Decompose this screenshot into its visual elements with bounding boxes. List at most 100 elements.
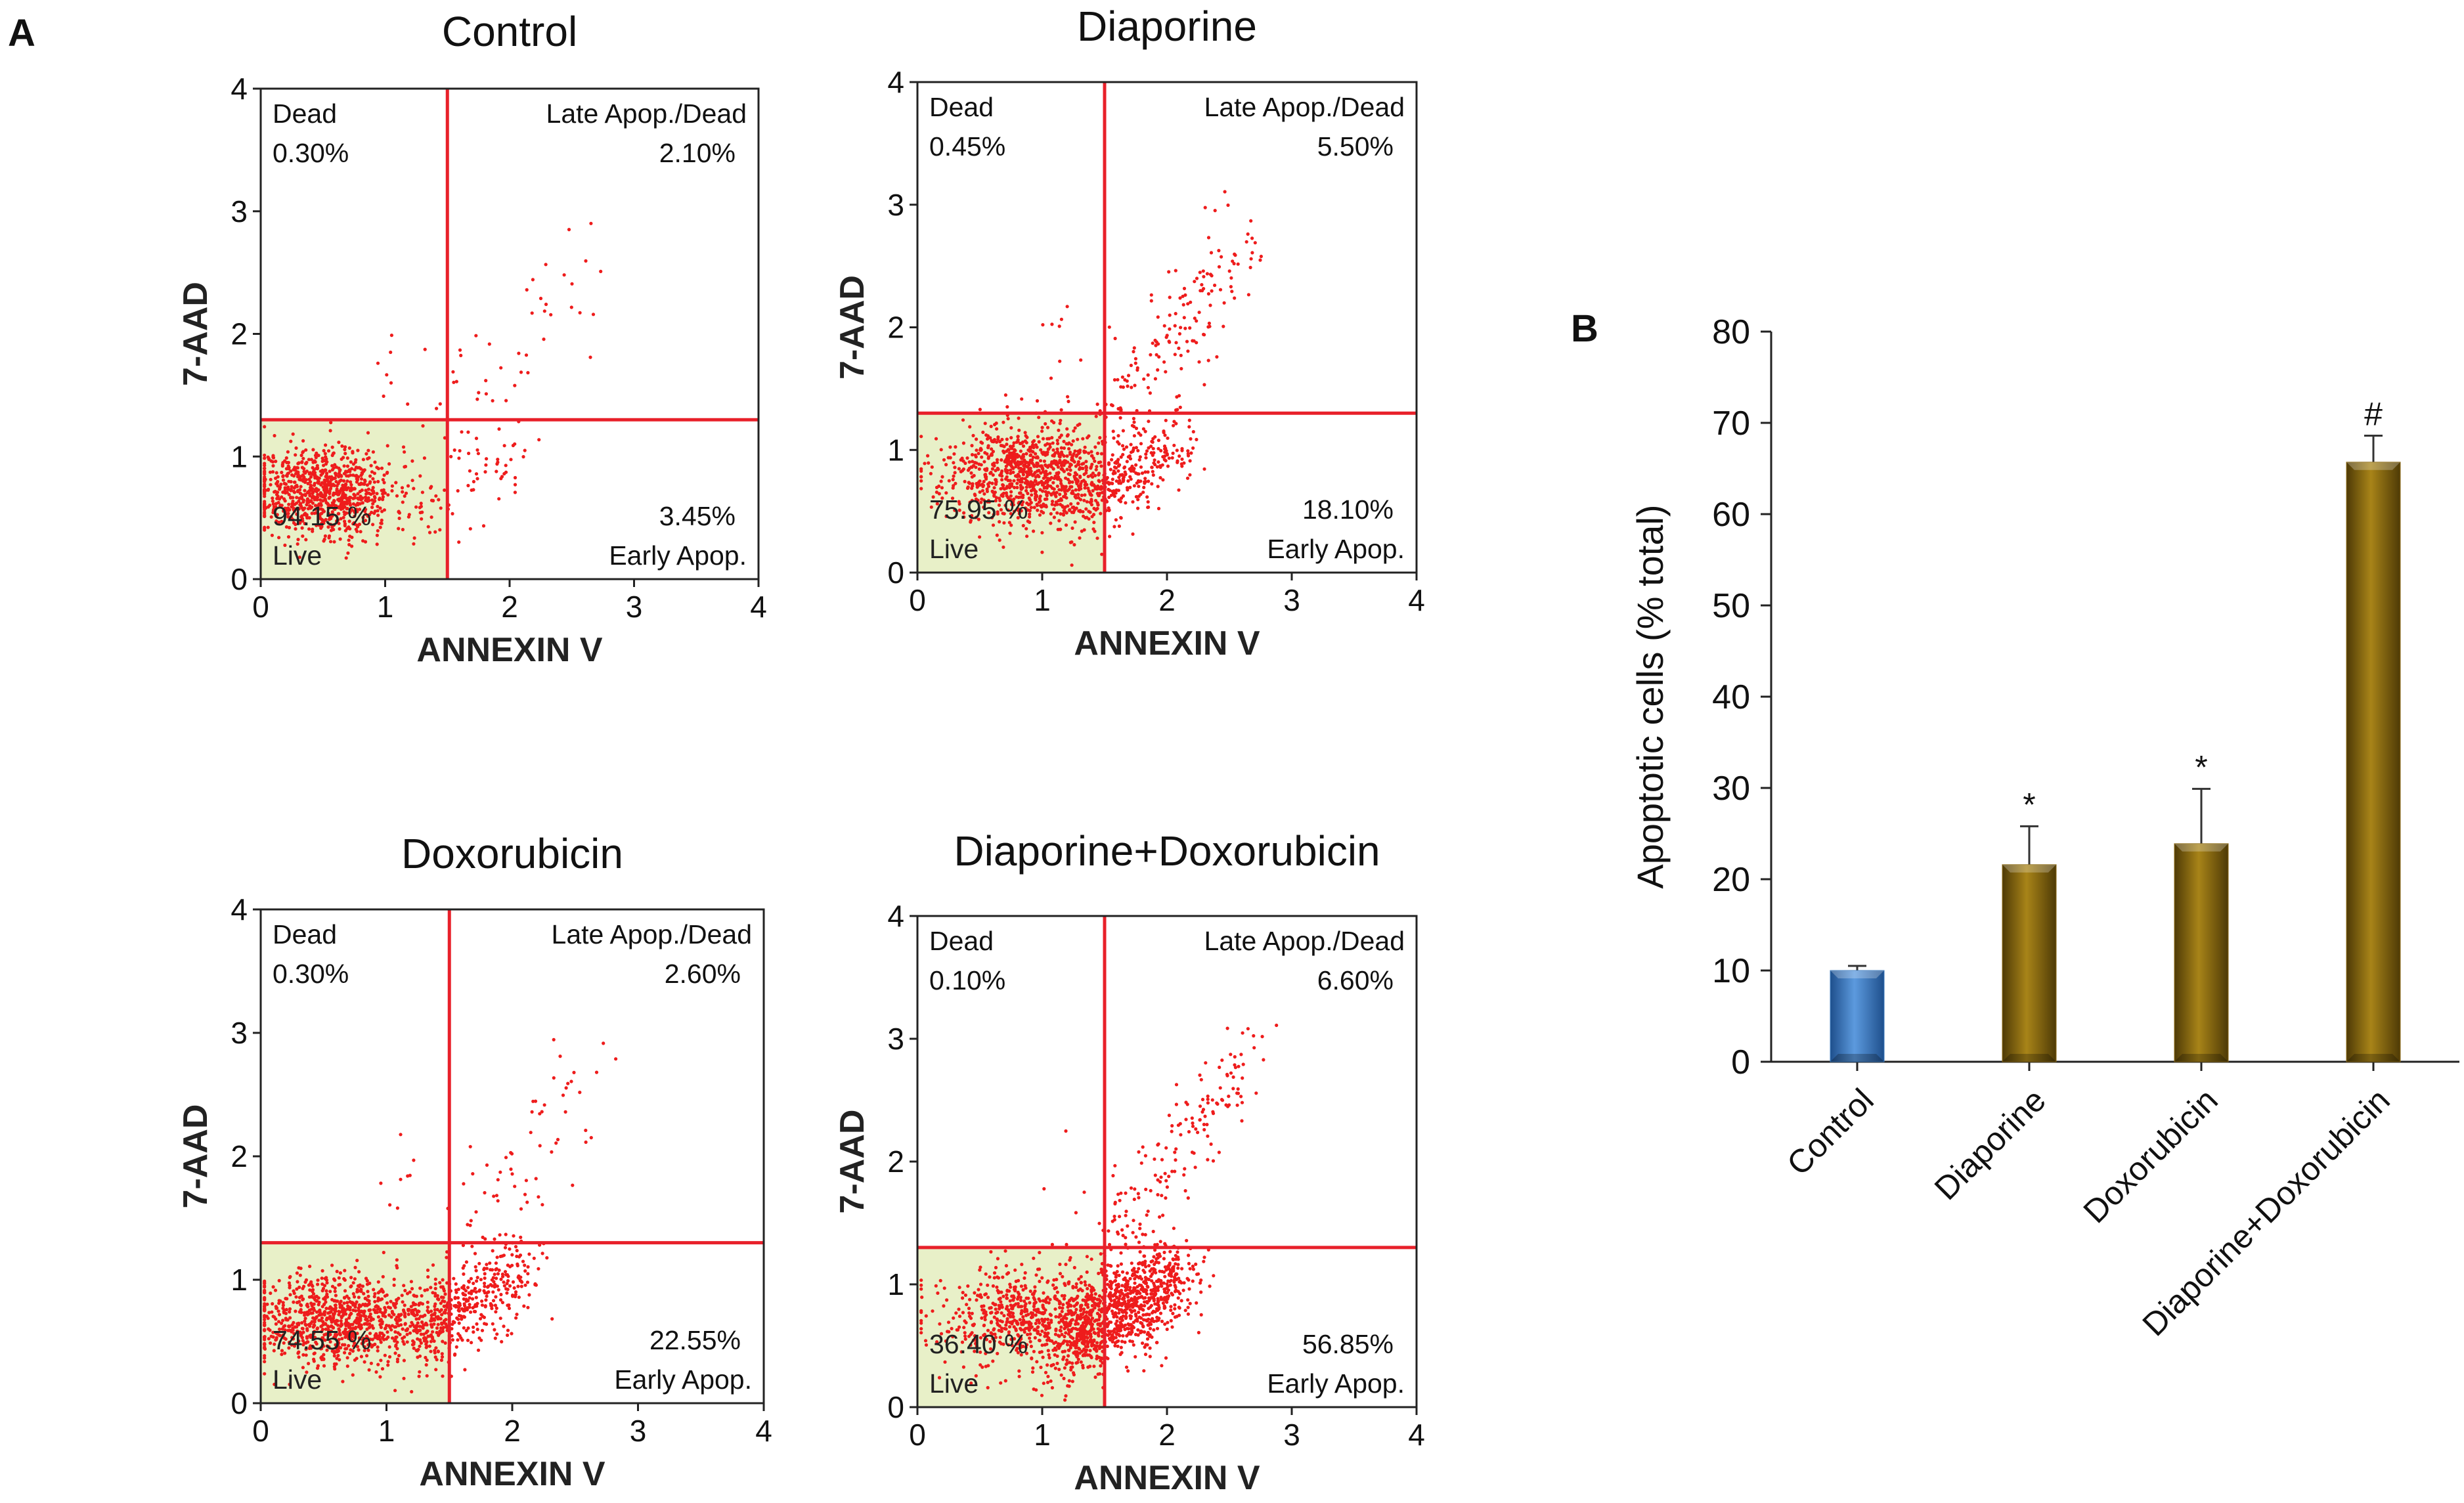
scatter-point xyxy=(419,502,423,506)
scatter-point xyxy=(1155,353,1158,357)
scatter-point xyxy=(502,444,506,448)
scatter-point xyxy=(1111,1340,1114,1343)
scatter-point xyxy=(1024,1302,1028,1306)
scatter-point xyxy=(275,1336,278,1340)
scatter-point xyxy=(340,444,344,448)
scatter-point xyxy=(1016,1301,1020,1305)
scatter-point xyxy=(986,500,990,504)
scatter-point xyxy=(1202,467,1206,471)
scatter-point xyxy=(1032,1296,1036,1300)
scatter-point xyxy=(993,423,997,427)
scatter-point xyxy=(1168,340,1172,344)
scatter-point xyxy=(974,497,979,501)
scatter-point xyxy=(1015,481,1019,485)
scatter-point xyxy=(502,1324,506,1328)
scatter-point xyxy=(1011,1294,1015,1298)
scatter-point xyxy=(1174,269,1177,272)
scatter-point xyxy=(456,1288,460,1292)
scatter-point xyxy=(1040,1343,1044,1347)
scatter-point xyxy=(1046,1349,1050,1353)
scatter-point xyxy=(499,1277,503,1281)
scatter-point xyxy=(274,1331,278,1335)
scatter-point xyxy=(295,512,299,516)
scatter-point xyxy=(292,1289,296,1293)
scatter-point xyxy=(1021,1288,1025,1292)
scatter-point xyxy=(309,475,313,479)
scatter-point xyxy=(401,490,405,494)
scatter-point xyxy=(397,527,401,531)
scatter-point xyxy=(1072,508,1076,512)
scatter-point xyxy=(460,1338,464,1342)
scatter-point xyxy=(974,1341,978,1345)
scatter-point xyxy=(304,1278,309,1282)
scatter-point xyxy=(385,1324,389,1328)
scatter-point xyxy=(1058,455,1062,459)
scatter-point xyxy=(1175,448,1179,452)
scatter-point xyxy=(1037,475,1041,479)
scatter-point xyxy=(1089,499,1093,504)
scatter-point xyxy=(312,1331,316,1336)
scatter-point xyxy=(1001,1294,1005,1298)
scatter-point xyxy=(1009,471,1013,475)
scatter-point xyxy=(1078,475,1082,479)
scatter-point xyxy=(410,479,414,483)
scatter-point xyxy=(403,1311,407,1315)
scatter-point xyxy=(432,1339,436,1343)
scatter-point xyxy=(395,1318,399,1322)
scatter-point xyxy=(1082,462,1086,466)
scatter-point xyxy=(298,1273,302,1277)
scatter-point xyxy=(1100,487,1104,490)
scatter-point xyxy=(973,1349,977,1353)
scatter-point xyxy=(324,443,328,447)
scatter-point xyxy=(375,533,380,537)
scatter-point xyxy=(1148,1355,1152,1359)
scatter-point xyxy=(345,464,350,468)
scatter-point xyxy=(514,1290,518,1294)
scatter-point xyxy=(1052,476,1057,481)
scatter-point xyxy=(1202,383,1206,387)
scatter-point xyxy=(1019,487,1023,490)
scatter-point xyxy=(299,1303,303,1307)
scatter-point xyxy=(578,311,582,315)
scatter-point xyxy=(495,1332,499,1336)
scatter-point xyxy=(347,538,351,542)
scatter-point xyxy=(1162,360,1166,364)
scatter-point xyxy=(280,464,284,468)
scatter-point xyxy=(1120,496,1124,500)
scatter-point xyxy=(1075,453,1079,457)
scatter-point xyxy=(332,1299,336,1303)
y-tick-label: 3 xyxy=(231,194,248,229)
scatter-point xyxy=(1107,1307,1111,1311)
scatter-point xyxy=(1121,385,1125,389)
scatter-point xyxy=(471,1297,475,1301)
scatter-point xyxy=(969,1317,973,1320)
scatter-point xyxy=(967,460,971,464)
scatter-point xyxy=(479,1338,483,1342)
scatter-point xyxy=(438,1309,442,1313)
scatter-point xyxy=(263,453,267,457)
scatter-point xyxy=(281,490,285,494)
scatter-point xyxy=(1016,1351,1020,1355)
scatter-point xyxy=(1028,1340,1032,1343)
scatter-point xyxy=(268,470,273,474)
scatter-point xyxy=(283,1351,287,1355)
scatter-point xyxy=(945,1298,949,1302)
scatter-point xyxy=(394,481,398,485)
scatter-point xyxy=(1034,479,1038,483)
y-axis-title: 7-AAD xyxy=(177,282,215,386)
scatter-point xyxy=(919,479,923,483)
scatter-point xyxy=(477,391,481,395)
scatter-point xyxy=(1142,485,1146,490)
scatter-point xyxy=(425,1358,429,1362)
scatter-point xyxy=(408,1331,412,1335)
scatter-point xyxy=(970,1311,974,1315)
scatter-point xyxy=(469,1219,473,1223)
scatter-point xyxy=(1055,439,1059,443)
scatter-point xyxy=(491,1290,495,1294)
scatter-point xyxy=(1032,463,1036,467)
scatter-point xyxy=(412,1329,416,1333)
scatter-point xyxy=(1188,326,1192,330)
scatter-point xyxy=(481,524,486,528)
scatter-point xyxy=(1060,504,1065,508)
scatter-point xyxy=(1208,303,1212,307)
